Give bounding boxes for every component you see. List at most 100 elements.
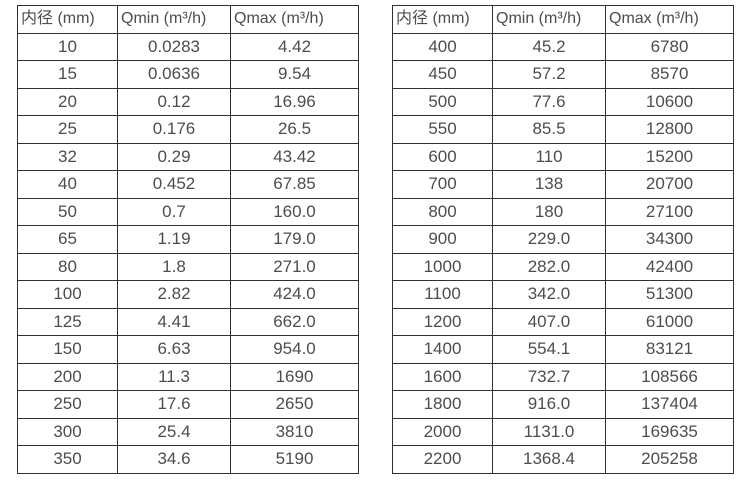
qmax-cell: 8570	[605, 60, 734, 89]
diameter-cell: 350	[17, 445, 118, 474]
table-row: 1600 732.7 108566	[392, 362, 734, 391]
diameter-cell: 2200	[392, 445, 493, 474]
qmin-cell: 110	[492, 142, 606, 171]
table-row: 10 0.0283 4.42	[17, 32, 359, 61]
diameter-cell: 800	[392, 197, 493, 226]
qmin-cell: 0.176	[117, 115, 231, 144]
col-header-qmax: Qmax (m³/h)	[230, 5, 359, 34]
diameter-cell: 125	[17, 307, 118, 336]
table-row: 125 4.41 662.0	[17, 307, 359, 336]
qmin-cell: 34.6	[117, 445, 231, 474]
col-header-qmin: Qmin (m³/h)	[117, 5, 231, 34]
diameter-cell: 1800	[392, 390, 493, 419]
table-row: 600 110 15200	[392, 142, 734, 171]
qmax-cell: 12800	[605, 115, 734, 144]
diameter-cell: 80	[17, 252, 118, 281]
qmax-cell: 2650	[230, 390, 359, 419]
qmin-cell: 2.82	[117, 280, 231, 309]
qmin-cell: 0.12	[117, 87, 231, 116]
diameter-cell: 700	[392, 170, 493, 199]
qmax-cell: 424.0	[230, 280, 359, 309]
qmax-cell: 271.0	[230, 252, 359, 281]
qmin-cell: 77.6	[492, 87, 606, 116]
table-row: 450 57.2 8570	[392, 60, 734, 89]
diameter-cell: 1400	[392, 335, 493, 364]
qmax-cell: 160.0	[230, 197, 359, 226]
table-row: 2200 1368.4 205258	[392, 445, 734, 474]
qmin-cell: 25.4	[117, 417, 231, 446]
qmin-cell: 1.19	[117, 225, 231, 254]
qmin-cell: 1368.4	[492, 445, 606, 474]
diameter-cell: 150	[17, 335, 118, 364]
table-row: 1200 407.0 61000	[392, 307, 734, 336]
qmax-cell: 10600	[605, 87, 734, 116]
diameter-cell: 900	[392, 225, 493, 254]
table-row: 25 0.176 26.5	[17, 115, 359, 144]
diameter-cell: 40	[17, 170, 118, 199]
table-body-large-diameters: 400 45.2 6780 450 57.2 8570 500 77.6 10600 550 85.…	[392, 32, 734, 474]
col-header-diameter: 内径 (mm)	[392, 5, 493, 34]
qmin-cell: 17.6	[117, 390, 231, 419]
qmin-cell: 554.1	[492, 335, 606, 364]
qmin-cell: 342.0	[492, 280, 606, 309]
qmin-cell: 0.0636	[117, 60, 231, 89]
diameter-cell: 2000	[392, 417, 493, 446]
qmax-cell: 179.0	[230, 225, 359, 254]
qmin-cell: 0.7	[117, 197, 231, 226]
qmax-cell: 42400	[605, 252, 734, 281]
qmax-cell: 34300	[605, 225, 734, 254]
qmax-cell: 662.0	[230, 307, 359, 336]
table-row: 350 34.6 5190	[17, 445, 359, 474]
table-row: 150 6.63 954.0	[17, 335, 359, 364]
qmax-cell: 67.85	[230, 170, 359, 199]
qmin-cell: 85.5	[492, 115, 606, 144]
table-row: 300 25.4 3810	[17, 417, 359, 446]
qmin-cell: 229.0	[492, 225, 606, 254]
qmin-cell: 11.3	[117, 362, 231, 391]
flow-table-large-diameters: 内径 (mm) Qmin (m³/h) Qmax (m³/h) 400 45.2 6…	[392, 5, 734, 474]
diameter-cell: 1200	[392, 307, 493, 336]
table-row: 65 1.19 179.0	[17, 225, 359, 254]
qmin-cell: 45.2	[492, 32, 606, 61]
table-row: 50 0.7 160.0	[17, 197, 359, 226]
table-row: 1000 282.0 42400	[392, 252, 734, 281]
qmin-cell: 1131.0	[492, 417, 606, 446]
col-header-diameter: 内径 (mm)	[17, 5, 118, 34]
table-row: 900 229.0 34300	[392, 225, 734, 254]
table-row: 700 138 20700	[392, 170, 734, 199]
qmin-cell: 732.7	[492, 362, 606, 391]
qmax-cell: 43.42	[230, 142, 359, 171]
table-row: 1800 916.0 137404	[392, 390, 734, 419]
qmin-cell: 0.29	[117, 142, 231, 171]
table-row: 80 1.8 271.0	[17, 252, 359, 281]
diameter-cell: 10	[17, 32, 118, 61]
flow-table-small-diameters: 内径 (mm) Qmin (m³/h) Qmax (m³/h) 10 0.0283…	[17, 5, 359, 474]
col-header-qmax: Qmax (m³/h)	[605, 5, 734, 34]
diameter-cell: 25	[17, 115, 118, 144]
header-row: 内径 (mm) Qmin (m³/h) Qmax (m³/h)	[392, 5, 734, 34]
table-row: 400 45.2 6780	[392, 32, 734, 61]
qmax-cell: 5190	[230, 445, 359, 474]
table-row: 550 85.5 12800	[392, 115, 734, 144]
table-row: 2000 1131.0 169635	[392, 417, 734, 446]
qmax-cell: 15200	[605, 142, 734, 171]
table-body-small-diameters: 10 0.0283 4.42 15 0.0636 9.54 20 0.12 16.96 25 0.1…	[17, 32, 359, 474]
diameter-cell: 100	[17, 280, 118, 309]
diameter-cell: 50	[17, 197, 118, 226]
qmax-cell: 108566	[605, 362, 734, 391]
qmin-cell: 916.0	[492, 390, 606, 419]
qmin-cell: 0.0283	[117, 32, 231, 61]
qmax-cell: 27100	[605, 197, 734, 226]
table-row: 40 0.452 67.85	[17, 170, 359, 199]
qmin-cell: 0.452	[117, 170, 231, 199]
table-row: 1400 554.1 83121	[392, 335, 734, 364]
qmax-cell: 137404	[605, 390, 734, 419]
qmin-cell: 6.63	[117, 335, 231, 364]
col-header-qmin: Qmin (m³/h)	[492, 5, 606, 34]
diameter-cell: 600	[392, 142, 493, 171]
qmax-cell: 4.42	[230, 32, 359, 61]
qmin-cell: 4.41	[117, 307, 231, 336]
diameter-cell: 400	[392, 32, 493, 61]
diameter-cell: 200	[17, 362, 118, 391]
